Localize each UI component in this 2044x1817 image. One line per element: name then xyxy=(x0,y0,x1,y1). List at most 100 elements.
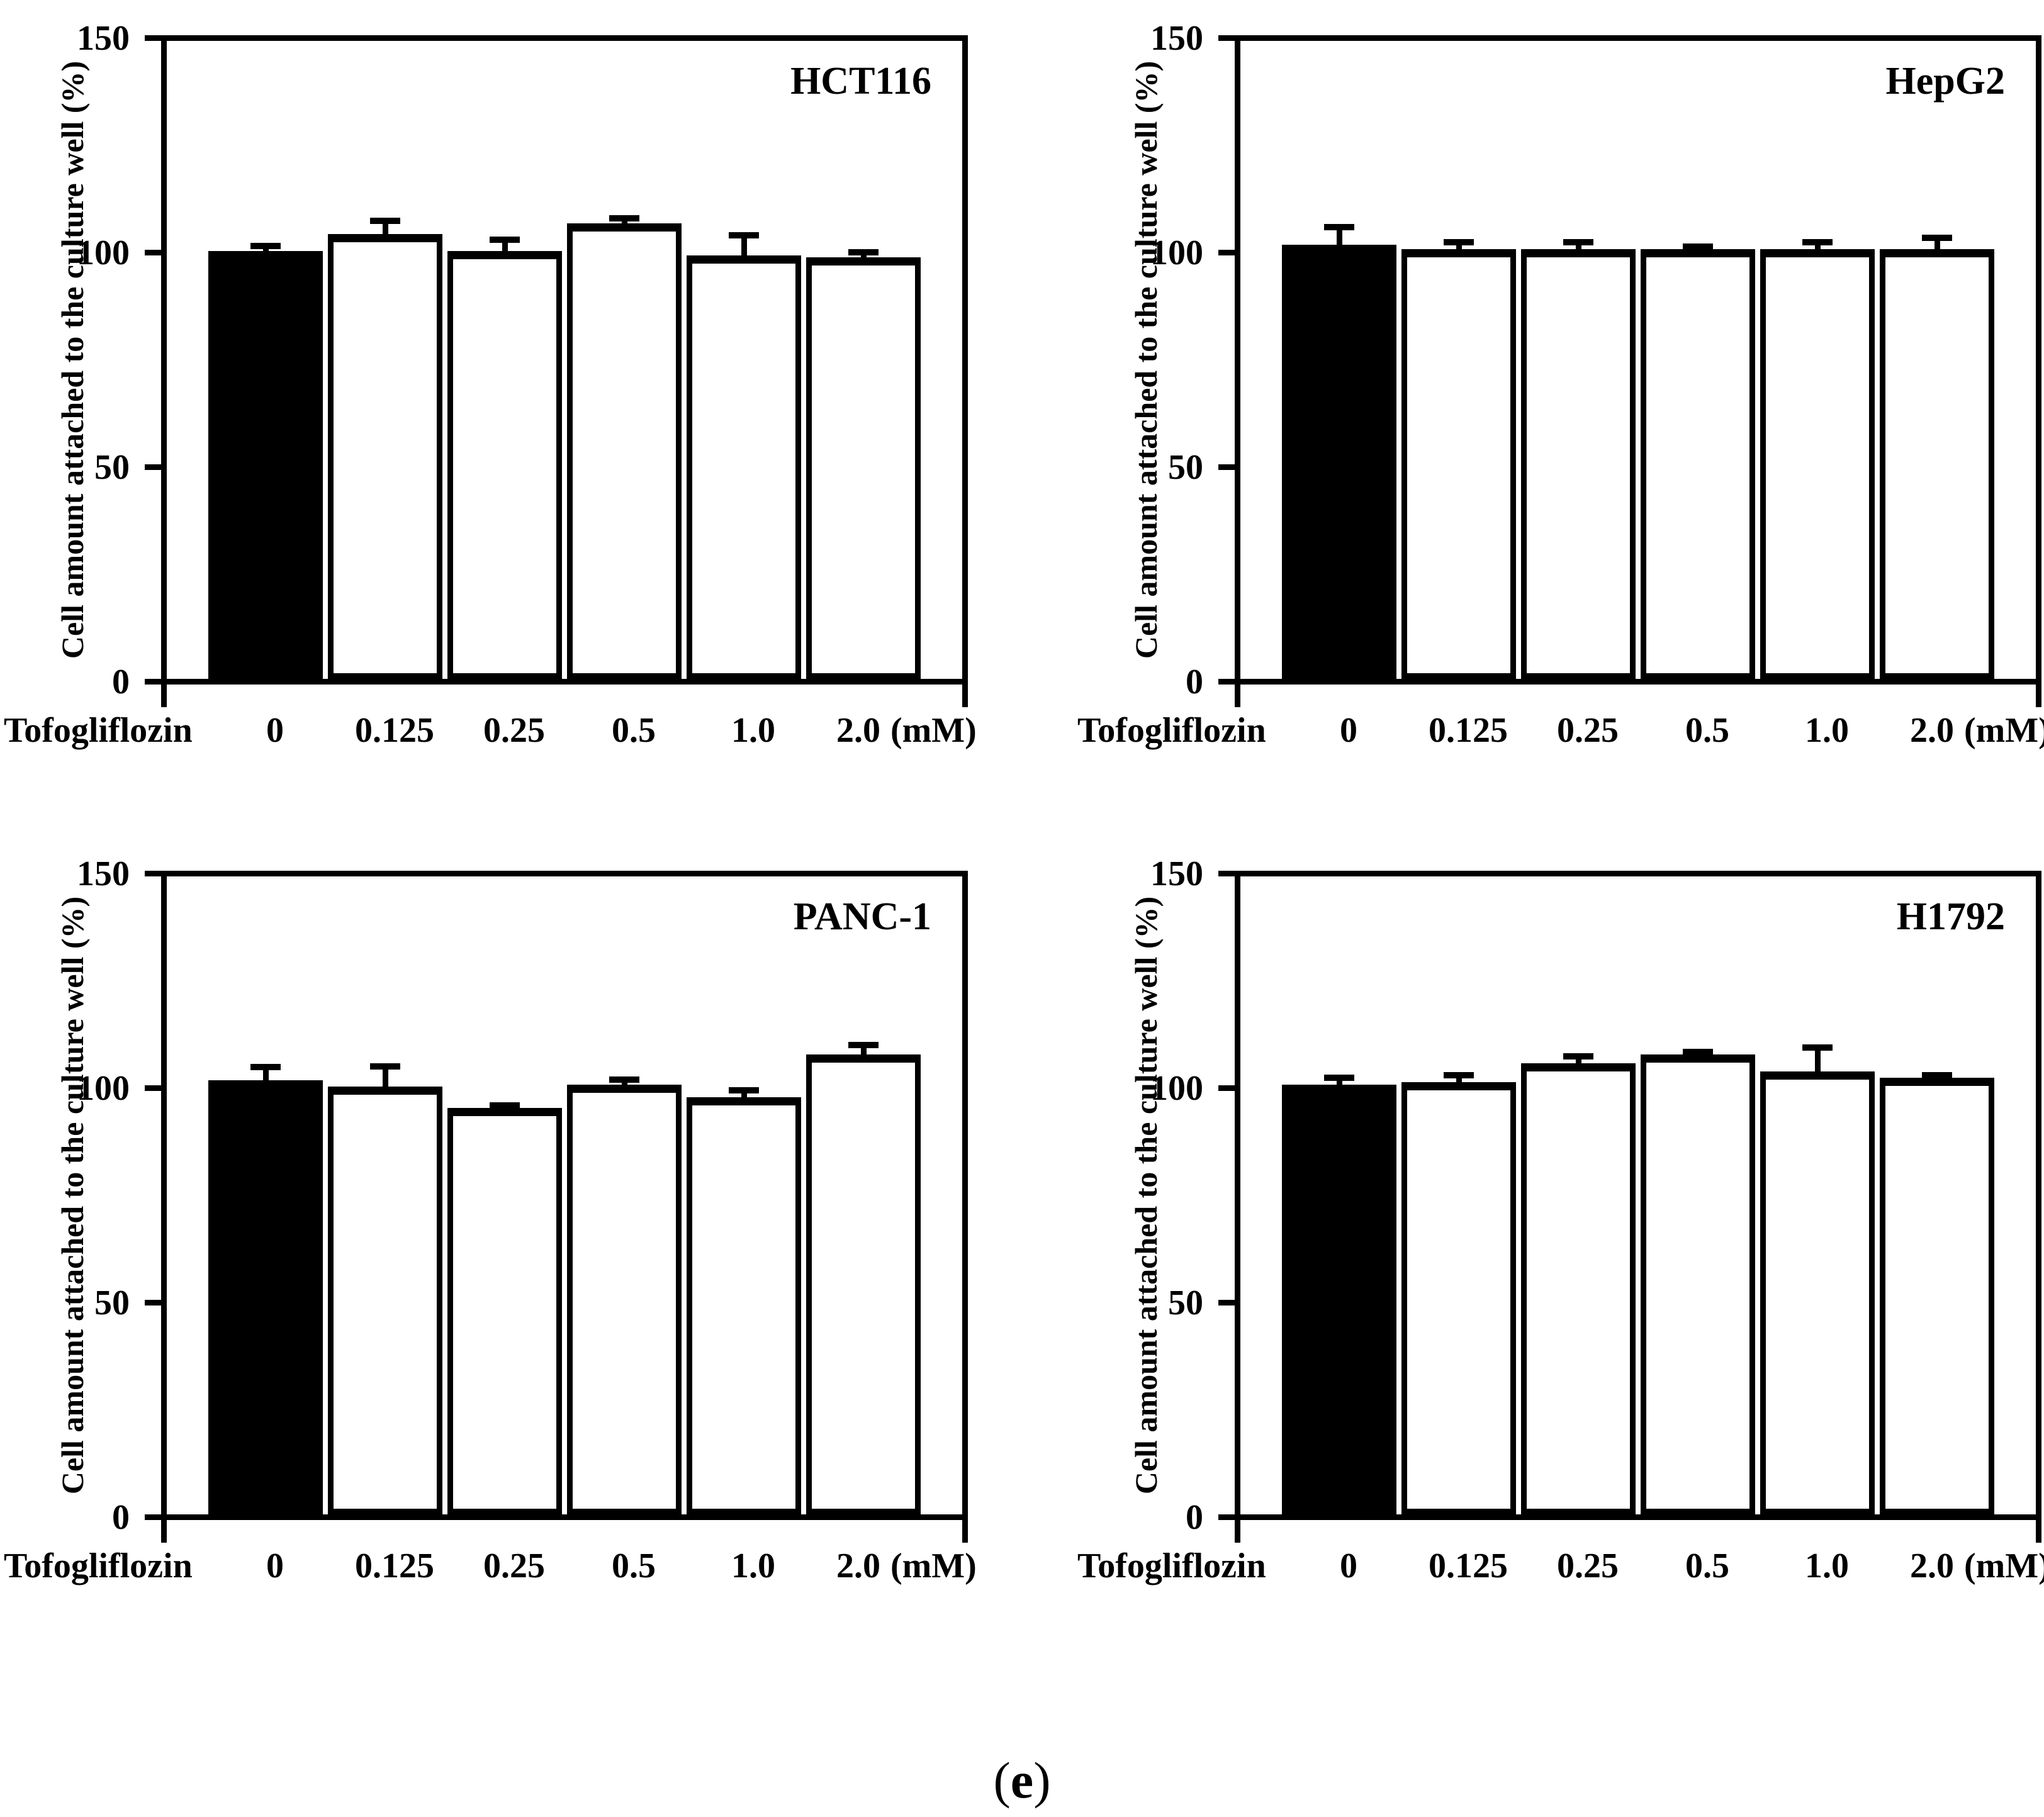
error-bar-stem xyxy=(741,1091,747,1100)
y-tick-mark xyxy=(145,871,161,876)
error-bar-stem xyxy=(1815,1048,1821,1074)
error-bar-stem xyxy=(263,1068,269,1083)
y-tick-mark xyxy=(145,1085,161,1091)
error-bar-stem xyxy=(1815,243,1821,252)
bar-hepg2-2.0mM xyxy=(1880,249,1994,679)
x-tick-label: 2.0 (mM) xyxy=(836,1546,1101,1585)
error-bar-cap xyxy=(370,1063,400,1070)
error-bar-stem xyxy=(861,1046,867,1057)
bar-h1792-1.0mM xyxy=(1760,1071,1875,1514)
y-tick-label: 150 xyxy=(1150,854,1203,893)
bar-hct116-2.0mM xyxy=(806,257,921,679)
x-tick-value: 2.0 xyxy=(1910,1546,1954,1585)
y-tick-mark xyxy=(1218,1300,1235,1305)
error-bar-stem xyxy=(383,221,388,237)
x-tick-label: 0 xyxy=(1340,711,1357,750)
error-bar-stem xyxy=(502,240,508,254)
error-bar-cap xyxy=(1683,243,1713,250)
x-tick-label: 0.125 xyxy=(1429,711,1508,750)
bar-panc-1-0.5mM xyxy=(567,1085,682,1514)
figure-caption: (e) xyxy=(0,1750,2044,1813)
error-bar-cap xyxy=(729,1087,759,1093)
error-bar-stem xyxy=(1337,1078,1342,1087)
panel-title-hepg2: HepG2 xyxy=(1885,60,2005,103)
caption-letter: e xyxy=(1010,1752,1034,1809)
error-bar-cap xyxy=(609,215,639,221)
error-bar-cap xyxy=(490,237,520,243)
y-tick-label: 50 xyxy=(1168,448,1203,487)
error-bar-cap xyxy=(609,1076,639,1083)
error-bar-stem xyxy=(1456,243,1462,252)
bar-hct116-0.125mM xyxy=(328,234,442,679)
x-tick-label: 0.25 xyxy=(483,1546,545,1585)
y-tick-label: 100 xyxy=(1150,233,1203,272)
error-bar-cap xyxy=(1444,239,1474,245)
bar-hct116-0.5mM xyxy=(567,223,682,679)
x-axis-right-end-tick xyxy=(2036,683,2041,707)
y-axis-label-text: Cell amount attached to the culture well… xyxy=(1128,60,1164,659)
x-tick-label: 1.0 xyxy=(731,1546,775,1585)
y-tick-label: 0 xyxy=(1186,1498,1203,1537)
x-axis-left-end-tick xyxy=(161,683,167,707)
bar-hepg2-0.5mM xyxy=(1641,249,1755,679)
error-bar-stem xyxy=(622,1080,627,1087)
error-bar-stem xyxy=(1934,238,1940,252)
error-bar-cap xyxy=(848,1042,879,1048)
error-bar-cap xyxy=(1444,1072,1474,1078)
error-bar-cap xyxy=(1563,1053,1593,1059)
x-tick-label: 0.25 xyxy=(483,711,545,750)
y-tick-label: 0 xyxy=(1186,663,1203,702)
x-tick-label: 0.125 xyxy=(355,1546,434,1585)
x-tick-label: 2.0 (mM) xyxy=(836,711,1101,750)
x-tick-label: 0.5 xyxy=(1685,711,1729,750)
error-bar-cap xyxy=(1324,1075,1354,1081)
error-bar-stem xyxy=(622,219,627,226)
bar-hepg2-0mM xyxy=(1282,245,1396,679)
bar-h1792-2.0mM xyxy=(1880,1078,1994,1514)
error-bar-cap xyxy=(1563,239,1593,245)
x-axis-right-end-tick xyxy=(962,1519,968,1543)
y-axis-label: Cell amount attached to the culture well… xyxy=(38,35,107,685)
x-tick-label: 1.0 xyxy=(1805,1546,1849,1585)
y-tick-mark xyxy=(145,1300,161,1305)
x-tick-label: 0.5 xyxy=(612,711,656,750)
y-tick-label: 100 xyxy=(77,233,130,272)
x-tick-label: 0.25 xyxy=(1557,1546,1619,1585)
bar-hepg2-0.125mM xyxy=(1401,249,1516,679)
x-tick-label: 0 xyxy=(266,711,284,750)
error-bar-stem xyxy=(861,253,867,260)
y-tick-mark xyxy=(1218,464,1235,470)
x-axis-name: Tofogliflozin xyxy=(1077,711,1266,750)
panel-title-h1792: H1792 xyxy=(1896,895,2005,938)
error-bar-cap xyxy=(490,1102,520,1109)
bar-panc-1-1.0mM xyxy=(687,1097,801,1514)
caption-paren-open: ( xyxy=(993,1752,1011,1809)
y-tick-mark xyxy=(1218,871,1235,876)
x-tick-label: 2.0 (mM) xyxy=(1910,711,2044,750)
y-tick-mark xyxy=(145,1514,161,1520)
error-bar-stem xyxy=(1337,228,1342,247)
y-axis-label: Cell amount attached to the culture well… xyxy=(38,871,107,1520)
x-axis-left-end-tick xyxy=(161,1519,167,1543)
x-tick-label: 2.0 (mM) xyxy=(1910,1546,2044,1585)
y-axis-label: Cell amount attached to the culture well… xyxy=(1111,871,1181,1520)
x-tick-label: 1.0 xyxy=(731,711,775,750)
bar-h1792-0.5mM xyxy=(1641,1054,1755,1514)
x-axis-unit: (mM) xyxy=(890,1546,977,1585)
x-tick-label: 1.0 xyxy=(1805,711,1849,750)
error-bar-stem xyxy=(1576,243,1581,252)
y-axis-label: Cell amount attached to the culture well… xyxy=(1111,35,1181,685)
error-bar-stem xyxy=(263,247,269,254)
x-tick-value: 2.0 xyxy=(836,711,880,750)
bar-hct116-1.0mM xyxy=(687,255,801,679)
y-tick-label: 150 xyxy=(77,854,130,893)
y-tick-label: 150 xyxy=(77,19,130,58)
bar-panc-1-0.125mM xyxy=(328,1087,442,1514)
x-axis-right-end-tick xyxy=(962,683,968,707)
y-axis-label-text: Cell amount attached to the culture well… xyxy=(55,896,90,1495)
error-bar-cap xyxy=(1922,1072,1952,1078)
y-tick-mark xyxy=(145,464,161,470)
x-axis-left-end-tick xyxy=(1235,1519,1240,1543)
x-axis-name: Tofogliflozin xyxy=(4,1546,193,1585)
x-tick-label: 0.5 xyxy=(612,1546,656,1585)
